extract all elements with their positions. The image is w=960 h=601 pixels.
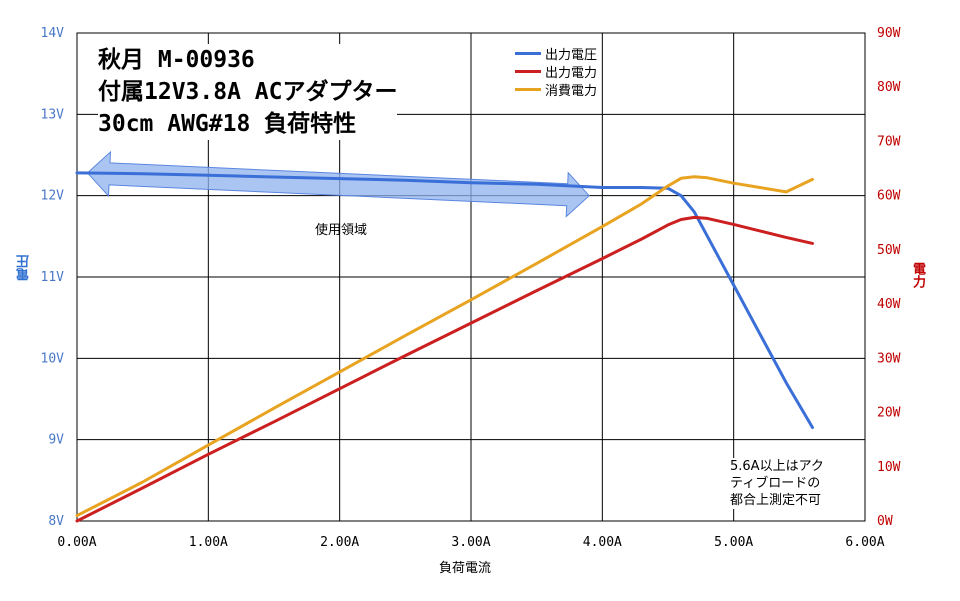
y-left-tick-label: 10V — [41, 351, 65, 366]
y-right-tick-labels: 0W 10W 20W 30W 40W 50W 60W 70W 80W 90W — [877, 26, 901, 529]
usage-region-label: 使用領域 — [315, 223, 368, 238]
note-line-2: ティブロードの — [730, 476, 821, 491]
legend-label-voltage: 出力電圧 — [545, 47, 598, 63]
usage-region-arrow — [86, 150, 590, 218]
x-tick-label: 5.00A — [714, 535, 753, 550]
y-right-tick-label: 70W — [877, 134, 901, 149]
y-right-axis-label: 電力 — [910, 262, 925, 288]
y-right-tick-label: 50W — [877, 243, 901, 258]
title-line-1: 秋月 M-00936 — [98, 47, 255, 73]
legend-label-power-in: 消費電力 — [545, 83, 598, 99]
y-right-tick-label: 80W — [877, 80, 901, 95]
y-right-tick-label: 0W — [877, 514, 893, 529]
note-line-3: 都合上測定不可 — [730, 493, 822, 508]
x-tick-label: 4.00A — [583, 535, 622, 550]
x-tick-labels: 0.00A 1.00A 2.00A 3.00A 4.00A 5.00A 6.00A — [57, 535, 884, 550]
y-left-tick-label: 8V — [48, 514, 64, 529]
legend-item-voltage: 出力電圧 — [515, 44, 598, 63]
legend: 出力電圧 出力電力 消費電力 — [515, 44, 598, 99]
y-left-tick-label: 13V — [41, 107, 65, 122]
y-left-tick-label: 11V — [41, 270, 65, 285]
x-tick-label: 2.00A — [320, 535, 359, 550]
y-right-tick-label: 20W — [877, 406, 901, 421]
series-line-voltage — [75, 171, 814, 429]
legend-swatch-power-in — [515, 87, 541, 91]
title-line-2: 付属12V3.8A ACアダプター — [98, 79, 398, 105]
y-left-axis-label: 電圧 — [17, 255, 32, 281]
y-left-tick-label: 9V — [48, 433, 64, 448]
legend-item-power-in: 消費電力 — [515, 80, 598, 99]
legend-label-power-out: 出力電力 — [545, 65, 598, 81]
x-tick-label: 0.00A — [57, 535, 96, 550]
y-left-tick-label: 12V — [41, 189, 65, 204]
y-left-tick-label: 14V — [41, 26, 65, 41]
x-tick-label: 1.00A — [189, 535, 228, 550]
y-right-tick-label: 90W — [877, 26, 901, 41]
x-axis-label: 負荷電流 — [439, 561, 492, 576]
chart-title: 秋月 M-00936 付属12V3.8A ACアダプター 30cm AWG#18… — [98, 44, 398, 140]
legend-item-power-out: 出力電力 — [515, 62, 598, 81]
series-line-power-out — [75, 215, 814, 523]
y-right-tick-label: 60W — [877, 189, 901, 204]
y-left-tick-labels: 8V 9V 10V 11V 12V 13V 14V — [41, 26, 65, 529]
legend-swatch-power-out — [515, 69, 541, 73]
y-right-tick-label: 40W — [877, 297, 901, 312]
note-line-1: 5.6A以上はアク — [730, 459, 824, 474]
measurement-note: 5.6A以上はアク ティブロードの 都合上測定不可 — [730, 458, 856, 509]
y-right-tick-label: 30W — [877, 351, 901, 366]
legend-swatch-voltage — [515, 51, 541, 55]
usage-arrow-shape — [86, 150, 590, 218]
series-lines — [75, 171, 814, 523]
x-tick-label: 3.00A — [451, 535, 490, 550]
y-right-tick-label: 10W — [877, 460, 901, 475]
x-tick-label: 6.00A — [845, 535, 884, 550]
title-line-3: 30cm AWG#18 負荷特性 — [98, 111, 357, 137]
series-line-power-in — [75, 175, 814, 518]
